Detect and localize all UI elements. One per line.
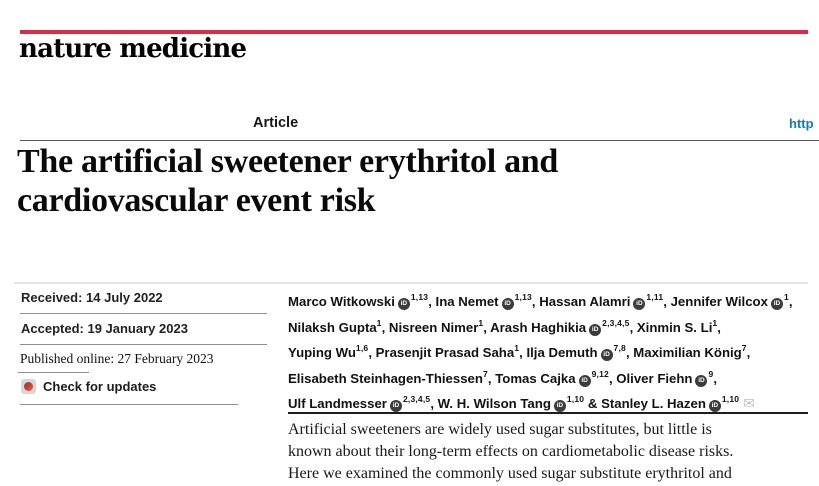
affiliation-superscript: 1,13 (514, 292, 532, 302)
author-name-text: , W. H. Wilson Tang (430, 396, 551, 412)
author-name-text: Elisabeth Steinhagen-Thiessen (288, 370, 483, 386)
orcid-icon[interactable]: iD (695, 374, 708, 387)
orcid-icon[interactable]: iD (633, 298, 646, 310)
author-name-text: , Nisreen Nimer (381, 319, 479, 335)
affiliation-superscript: 1,6 (355, 343, 369, 354)
affiliation-superscript: 7,8 (613, 343, 626, 354)
affiliation-superscript: 1,10 (566, 394, 585, 405)
doi-link[interactable]: http (789, 116, 814, 131)
header-rule (20, 140, 819, 141)
author-name-text: , (788, 294, 793, 309)
divider-rule (20, 344, 267, 345)
email-envelope-icon[interactable]: ✉ (743, 396, 755, 413)
author-name-text: , Maximilian König (625, 345, 742, 361)
author-name-text: Yuping Wu (288, 345, 356, 361)
author-name-text: , (717, 319, 721, 335)
affiliation-superscript: 1 (376, 317, 382, 328)
check-for-updates-label: Check for updates (43, 379, 157, 394)
author-name-text: , Prasenjit Prasad Saha (368, 345, 515, 361)
affiliation-superscript: 1,11 (646, 292, 664, 302)
author-name-text: Nilaksh Gupta (288, 319, 377, 335)
author-line: Elisabeth Steinhagen-Thiessen7, Tomas Ca… (288, 364, 816, 390)
orcid-icon[interactable]: iD (397, 298, 410, 310)
affiliation-superscript: 9,12 (591, 368, 609, 379)
author-line: Yuping Wu1,6, Prasenjit Prasad Saha1, Il… (288, 338, 816, 364)
affiliation-superscript: 1 (478, 317, 484, 328)
orcid-icon[interactable]: iD (578, 374, 591, 387)
author-name-text: , Arash Haghikia (483, 319, 587, 335)
crossmark-icon (21, 379, 36, 394)
page-title: The artificial sweetener erythritol and … (17, 142, 777, 220)
page-title-line1: The artificial sweetener erythritol and (17, 143, 558, 180)
accepted-date: Accepted: 19 January 2023 (21, 321, 188, 336)
authors-block: Marco Witkowski iD1,13, Ina Nemet iD1,13, … (288, 287, 816, 416)
abstract-line: Artificial sweeteners are widely used su… (288, 421, 712, 438)
article-type-label: Article (253, 115, 299, 131)
affiliation-superscript: 2,3,4,5 (402, 394, 431, 405)
orcid-icon[interactable]: iD (770, 298, 783, 310)
author-line: Ulf Landmesser iD2,3,4,5, W. H. Wilson Ta… (288, 389, 816, 416)
affiliation-superscript: 1,13 (410, 292, 429, 302)
affiliation-superscript: 2,3,4,5 (602, 317, 630, 328)
author-name-text: , (713, 370, 718, 386)
divider-rule-short (18, 372, 89, 373)
affiliation-superscript: 1,10 (721, 394, 740, 405)
affiliation-superscript: 1 (712, 317, 718, 328)
author-name-text: & Stanley L. Hazen (584, 396, 706, 412)
affiliation-superscript: 1 (783, 292, 789, 302)
affiliation-superscript: 9 (708, 368, 714, 379)
author-name-text: , (746, 345, 751, 361)
abstract-line: Here we examined the commonly used sugar… (288, 464, 732, 482)
author-name-text: Ulf Landmesser (288, 396, 387, 412)
received-date: Received: 14 July 2022 (21, 290, 163, 305)
page-title-line2: cardiovascular event risk (17, 182, 376, 219)
author-name-text: , Tomas Cajka (487, 370, 576, 386)
orcid-icon[interactable]: iD (589, 323, 602, 336)
affiliation-superscript: 1 (514, 343, 520, 354)
author-name-text: , Jennifer Wilcox (663, 294, 768, 309)
check-for-updates-button[interactable]: Check for updates (21, 379, 156, 394)
orcid-icon[interactable]: iD (501, 298, 514, 310)
abstract-top-rule (288, 412, 808, 414)
orcid-icon[interactable]: iD (553, 400, 566, 413)
orcid-icon[interactable]: iD (389, 400, 402, 413)
orcid-icon[interactable]: iD (708, 400, 721, 413)
author-name-text: , Ilja Demuth (519, 345, 598, 361)
author-name-text: Marco Witkowski (288, 294, 395, 309)
journal-wordmark: nature medicine (19, 34, 247, 64)
published-online-date: Published online: 27 February 2023 (20, 351, 214, 366)
author-name-text: , Hassan Alamri (531, 294, 631, 309)
author-name-text: , Ina Nemet (428, 294, 499, 309)
abstract-line: known about their long-term effects on c… (288, 442, 734, 460)
abstract-text: Artificial sweeteners are widely used su… (288, 419, 816, 484)
affiliation-superscript: 7 (482, 368, 488, 379)
author-name-text: , Oliver Fiehn (608, 370, 693, 386)
author-line: Nilaksh Gupta1, Nisreen Nimer1, Arash Ha… (288, 313, 816, 339)
divider-rule (20, 313, 267, 314)
section-top-rule (14, 282, 808, 284)
affiliation-superscript: 7 (741, 343, 747, 354)
journal-brand-bar (20, 30, 808, 34)
author-line: Marco Witkowski iD1,13, Ina Nemet iD1,13, … (288, 287, 816, 313)
orcid-icon[interactable]: iD (600, 349, 613, 362)
divider-rule (20, 404, 238, 405)
author-name-text: , Xinmin S. Li (629, 319, 713, 335)
